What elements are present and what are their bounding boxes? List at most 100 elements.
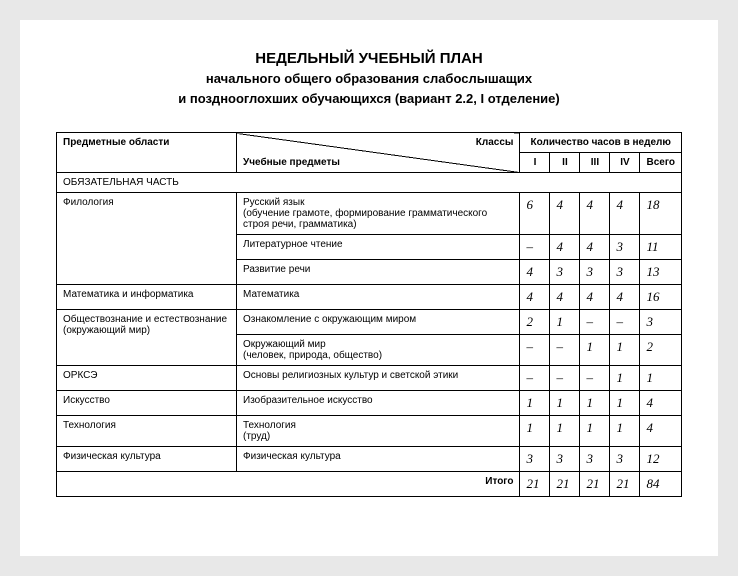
totals-cell: 21: [580, 472, 610, 497]
area-cell: ОРКСЭ: [57, 366, 237, 391]
subject-cell: Основы религиозных культур и светской эт…: [237, 366, 520, 391]
hours-cell: 4: [580, 285, 610, 310]
total-cell: 2: [640, 335, 682, 366]
hours-cell: –: [520, 235, 550, 260]
curriculum-table: Предметные области Классы Учебные предме…: [56, 132, 682, 497]
subject-cell: Физическая культура: [237, 447, 520, 472]
header-subjects-classes: Классы Учебные предметы: [237, 133, 520, 173]
subject-cell: Изобразительное искусство: [237, 391, 520, 416]
hours-cell: 1: [550, 416, 580, 447]
hours-cell: –: [550, 335, 580, 366]
area-cell: Обществознание и естествознание (окружаю…: [57, 310, 237, 366]
hours-cell: 3: [550, 447, 580, 472]
hours-cell: 1: [580, 391, 610, 416]
table-row: Физическая культура Физическая культура …: [57, 447, 682, 472]
hours-cell: 4: [550, 193, 580, 235]
header-class-1: I: [520, 153, 550, 173]
totals-cell: 84: [640, 472, 682, 497]
hours-cell: 3: [580, 260, 610, 285]
area-cell: Физическая культура: [57, 447, 237, 472]
totals-cell: 21: [610, 472, 640, 497]
hours-cell: 3: [610, 447, 640, 472]
header-subject-areas: Предметные области: [57, 133, 237, 173]
hours-cell: 1: [520, 416, 550, 447]
header-total: Всего: [640, 153, 682, 173]
hours-cell: 4: [610, 193, 640, 235]
hours-cell: 4: [520, 285, 550, 310]
hours-cell: 3: [610, 235, 640, 260]
subject-name: Технология: [243, 420, 296, 431]
hours-cell: 3: [580, 447, 610, 472]
header-class-4: IV: [610, 153, 640, 173]
header-class-2: II: [550, 153, 580, 173]
area-cell: Филология: [57, 193, 237, 285]
hours-cell: 1: [610, 335, 640, 366]
total-cell: 11: [640, 235, 682, 260]
table-row: Технология Технология (труд) 1 1 1 1 4: [57, 416, 682, 447]
table-row: Филология Русский язык (обучение грамоте…: [57, 193, 682, 235]
subject-cell: Развитие речи: [237, 260, 520, 285]
title-line1: НЕДЕЛЬНЫЙ УЧЕБНЫЙ ПЛАН: [56, 48, 682, 69]
hours-cell: –: [580, 366, 610, 391]
hours-cell: 4: [580, 235, 610, 260]
total-cell: 16: [640, 285, 682, 310]
table-header-row1: Предметные области Классы Учебные предме…: [57, 133, 682, 153]
hours-cell: 3: [610, 260, 640, 285]
hours-cell: 1: [610, 366, 640, 391]
subject-cell: Литературное чтение: [237, 235, 520, 260]
total-cell: 18: [640, 193, 682, 235]
hours-cell: 4: [520, 260, 550, 285]
hours-cell: 4: [610, 285, 640, 310]
subject-note: (человек, природа, общество): [243, 350, 513, 361]
hours-cell: 4: [580, 193, 610, 235]
hours-cell: 2: [520, 310, 550, 335]
table-row: Обществознание и естествознание (окружаю…: [57, 310, 682, 335]
hours-cell: 1: [610, 391, 640, 416]
total-cell: 1: [640, 366, 682, 391]
table-row: ОРКСЭ Основы религиозных культур и светс…: [57, 366, 682, 391]
subject-cell: Окружающий мир (человек, природа, общест…: [237, 335, 520, 366]
total-cell: 3: [640, 310, 682, 335]
totals-label: Итого: [57, 472, 520, 497]
hours-cell: 1: [580, 335, 610, 366]
section-label: ОБЯЗАТЕЛЬНАЯ ЧАСТЬ: [57, 173, 682, 193]
total-cell: 13: [640, 260, 682, 285]
subject-cell: Технология (труд): [237, 416, 520, 447]
subject-note: (труд): [243, 431, 513, 442]
section-row: ОБЯЗАТЕЛЬНАЯ ЧАСТЬ: [57, 173, 682, 193]
area-cell: Математика и информатика: [57, 285, 237, 310]
title-line3: и позднооглохших обучающихся (вариант 2.…: [56, 89, 682, 109]
header-class-3: III: [580, 153, 610, 173]
total-cell: 4: [640, 391, 682, 416]
total-cell: 4: [640, 416, 682, 447]
table-row: Математика и информатика Математика 4 4 …: [57, 285, 682, 310]
totals-row: Итого 21 21 21 21 84: [57, 472, 682, 497]
hours-cell: 1: [550, 310, 580, 335]
document-page: НЕДЕЛЬНЫЙ УЧЕБНЫЙ ПЛАН начального общего…: [20, 20, 718, 556]
totals-cell: 21: [550, 472, 580, 497]
hours-cell: 1: [550, 391, 580, 416]
hours-cell: 4: [550, 285, 580, 310]
hours-cell: 3: [520, 447, 550, 472]
hours-cell: –: [550, 366, 580, 391]
hours-cell: –: [610, 310, 640, 335]
subject-cell: Математика: [237, 285, 520, 310]
hours-cell: –: [580, 310, 610, 335]
totals-cell: 21: [520, 472, 550, 497]
header-classes: Классы: [476, 137, 514, 148]
area-cell: Технология: [57, 416, 237, 447]
subject-note: (обучение грамоте, формирование граммати…: [243, 208, 513, 230]
total-cell: 12: [640, 447, 682, 472]
subject-cell: Русский язык (обучение грамоте, формиров…: [237, 193, 520, 235]
header-subjects: Учебные предметы: [243, 157, 340, 168]
hours-cell: –: [520, 335, 550, 366]
area-cell: Искусство: [57, 391, 237, 416]
subject-name: Окружающий мир: [243, 339, 326, 350]
hours-cell: 4: [550, 235, 580, 260]
header-hours-per-week: Количество часов в неделю: [520, 133, 682, 153]
subject-name: Русский язык: [243, 197, 304, 208]
hours-cell: 1: [520, 391, 550, 416]
subject-cell: Ознакомление с окружающим миром: [237, 310, 520, 335]
hours-cell: 1: [580, 416, 610, 447]
hours-cell: 3: [550, 260, 580, 285]
